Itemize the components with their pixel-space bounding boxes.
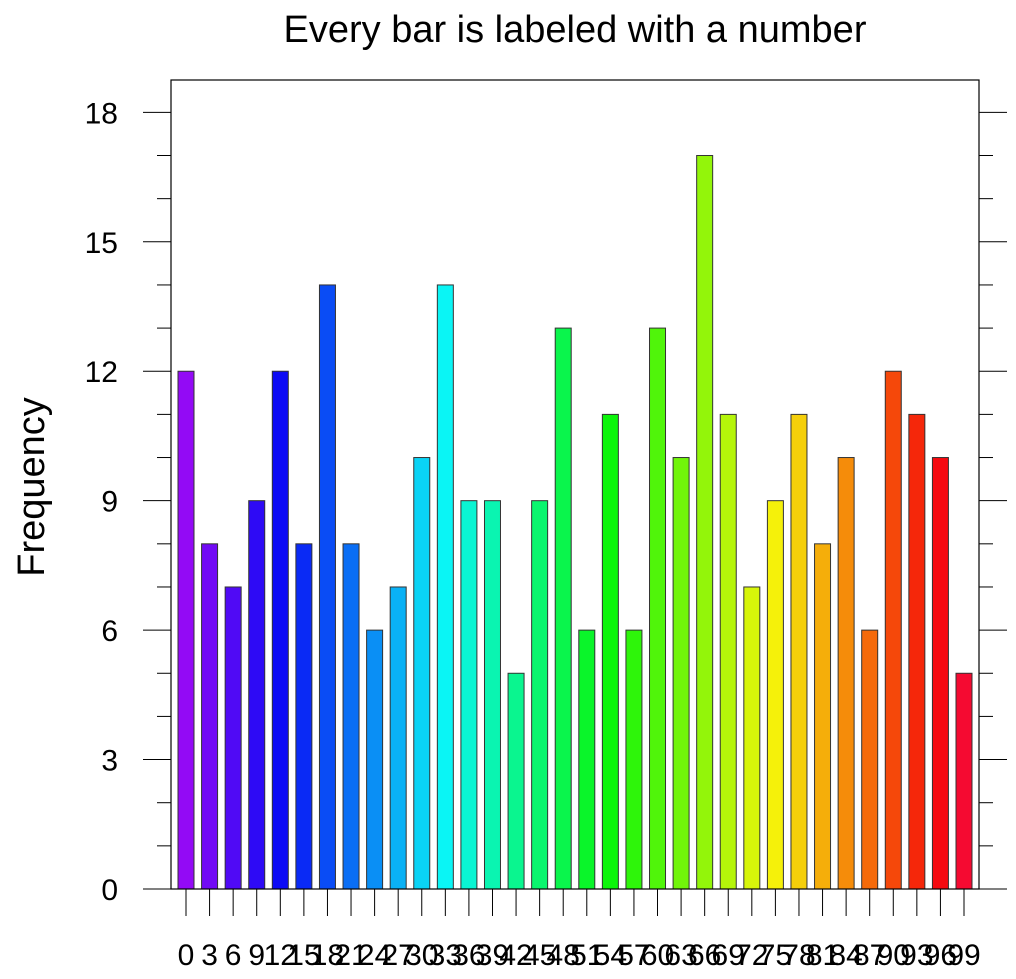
- y-tick-label: 9: [101, 486, 118, 519]
- x-tick-label: 9: [248, 939, 265, 972]
- x-tick-label: 36: [452, 939, 485, 972]
- bar-18: [318, 284, 336, 890]
- chart-title: Every bar is labeled with a number: [284, 9, 867, 51]
- x-tick-label: 24: [358, 939, 391, 972]
- y-tick-label: 0: [101, 874, 118, 907]
- x-tick-label: 66: [688, 939, 721, 972]
- bar-36: [460, 500, 478, 890]
- bar-3: [201, 543, 219, 890]
- bar-9: [248, 500, 266, 890]
- x-tick-label: 96: [924, 939, 957, 972]
- bar-57: [625, 629, 643, 890]
- x-tick-label: 57: [617, 939, 650, 972]
- bar-30: [413, 457, 431, 890]
- x-tick-label: 15: [287, 939, 320, 972]
- x-tick-label: 75: [759, 939, 792, 972]
- x-tick-label: 48: [547, 939, 580, 972]
- x-tick-label: 78: [782, 939, 815, 972]
- bar-45: [531, 500, 549, 890]
- bar-24: [366, 629, 384, 890]
- y-tick-label: 18: [85, 97, 118, 130]
- x-tick-label: 87: [853, 939, 886, 972]
- x-tick-label: 21: [334, 939, 367, 972]
- plot-frame: [170, 79, 980, 890]
- bar-99: [955, 672, 973, 890]
- x-tick-label: 60: [641, 939, 674, 972]
- x-tick-label: 81: [806, 939, 839, 972]
- bar-0: [177, 370, 195, 890]
- bar-21: [342, 543, 360, 890]
- bar-78: [790, 413, 808, 890]
- y-tick-label: 3: [101, 745, 118, 778]
- x-tick-label: 12: [264, 939, 297, 972]
- x-tick-label: 18: [311, 939, 344, 972]
- bar-6: [224, 586, 242, 890]
- bar-72: [743, 586, 761, 890]
- x-tick-label: 33: [429, 939, 462, 972]
- bar-93: [908, 413, 926, 890]
- x-tick-label: 51: [570, 939, 603, 972]
- bar-48: [554, 327, 572, 890]
- x-tick-label: 72: [735, 939, 768, 972]
- bar-66: [696, 155, 714, 890]
- bar-60: [649, 327, 667, 890]
- x-tick-label: 63: [664, 939, 697, 972]
- x-tick-label: 69: [712, 939, 745, 972]
- bar-39: [483, 500, 501, 890]
- x-tick-label: 45: [523, 939, 556, 972]
- bar-69: [719, 413, 737, 890]
- bar-96: [931, 457, 949, 890]
- bar-87: [861, 629, 879, 890]
- x-tick-label: 30: [405, 939, 438, 972]
- y-tick-label: 15: [85, 227, 118, 260]
- y-axis-label: Frequency: [11, 397, 53, 577]
- bar-15: [295, 543, 313, 890]
- bar-81: [814, 543, 832, 890]
- bar-54: [601, 413, 619, 890]
- x-tick-label: 54: [594, 939, 627, 972]
- x-tick-label: 84: [829, 939, 862, 972]
- x-tick-label: 3: [201, 939, 218, 972]
- bar-90: [884, 370, 902, 890]
- bar-27: [389, 586, 407, 890]
- bar-51: [578, 629, 596, 890]
- bar-63: [672, 457, 690, 890]
- x-tick-label: 0: [178, 939, 195, 972]
- bar-12: [271, 370, 289, 890]
- x-tick-label: 90: [877, 939, 910, 972]
- x-tick-label: 6: [225, 939, 242, 972]
- x-tick-label: 42: [499, 939, 532, 972]
- bar-42: [507, 672, 525, 890]
- bar-84: [837, 457, 855, 890]
- x-tick-label: 93: [900, 939, 933, 972]
- x-tick-label: 27: [381, 939, 414, 972]
- bar-75: [766, 500, 784, 890]
- y-tick-label: 6: [101, 615, 118, 648]
- x-tick-label: 99: [947, 939, 980, 972]
- y-tick-label: 12: [85, 356, 118, 389]
- x-tick-label: 39: [476, 939, 509, 972]
- bar-33: [436, 284, 454, 890]
